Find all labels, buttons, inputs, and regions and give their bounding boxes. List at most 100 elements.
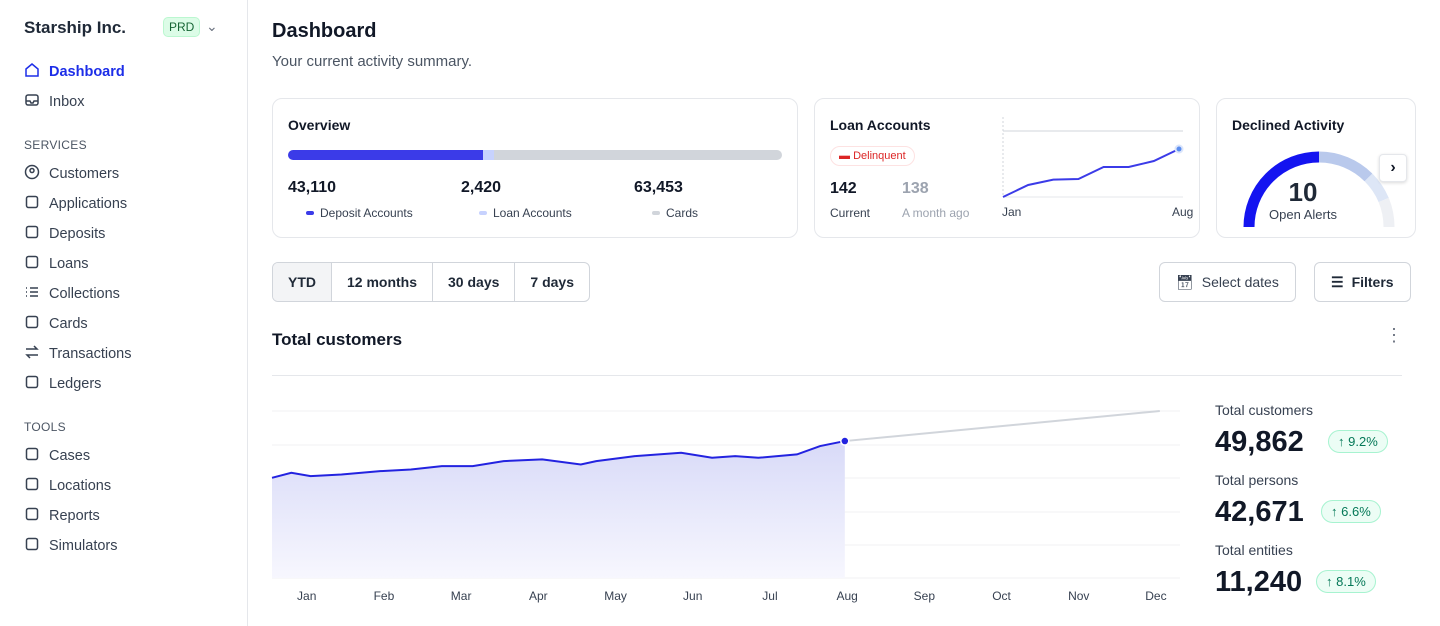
declined-title: Declined Activity — [1232, 117, 1345, 133]
change-value: 9.2% — [1348, 434, 1378, 449]
sidebar-item-loans[interactable]: Loans — [24, 254, 89, 274]
sidebar-item-deposits[interactable]: Deposits — [24, 224, 105, 244]
x-tick-label: Feb — [373, 589, 395, 603]
folder-icon — [24, 254, 40, 274]
services-heading: SERVICES — [24, 138, 87, 152]
declined-activity-card: Declined Activity 10 Open Alerts › — [1216, 98, 1416, 238]
x-tick-label: Oct — [992, 589, 1011, 603]
overview-bar — [288, 150, 782, 160]
sidebar-item-label: Inbox — [49, 94, 85, 110]
filters-button[interactable]: ☰ Filters — [1314, 262, 1411, 302]
more-options-icon[interactable]: ⋮ — [1385, 325, 1403, 345]
projection-line — [844, 410, 1160, 443]
alerts-gauge — [1243, 151, 1395, 228]
loan-trend-chart — [1002, 117, 1184, 198]
stat-value: 42,671 — [1215, 496, 1304, 528]
change-value: 8.1% — [1336, 574, 1366, 589]
legend-swatch — [479, 211, 487, 215]
sidebar-item-label: Applications — [49, 196, 128, 212]
page-title: Dashboard — [272, 20, 377, 42]
credit-card-icon — [24, 314, 40, 334]
overview-value: 43,110 — [288, 179, 337, 196]
sidebar-item-cards[interactable]: Cards — [24, 314, 88, 334]
inbox-icon — [24, 92, 40, 112]
x-tick-label: Sep — [913, 589, 936, 603]
sidebar-item-dashboard[interactable]: Dashboard — [24, 62, 125, 82]
stat-label: Total entities — [1215, 542, 1293, 558]
page-subtitle: Your current activity summary. — [272, 53, 473, 70]
sidebar-item-collections[interactable]: Collections — [24, 284, 120, 304]
arrow-up-icon: ↑ — [1331, 504, 1342, 519]
range-ytd[interactable]: YTD — [273, 263, 332, 301]
legend-label: Loan Accounts — [493, 206, 572, 220]
loan-trend-endpoint — [1174, 144, 1184, 154]
loan-x-end: Aug — [1172, 205, 1194, 219]
change-badge: ↑ 9.2% — [1328, 430, 1388, 453]
sidebar-item-label: Dashboard — [49, 64, 125, 80]
sidebar-item-ledgers[interactable]: Ledgers — [24, 374, 101, 394]
filter-icon: ☰ — [1331, 273, 1344, 290]
current-point — [840, 436, 850, 446]
calculator-icon — [24, 536, 40, 556]
range-12-months[interactable]: 12 months — [332, 263, 434, 301]
stat-label: Total customers — [1215, 402, 1314, 418]
badge-label: Delinquent — [853, 150, 906, 162]
select-dates-label: Select dates — [1201, 274, 1279, 290]
next-button[interactable]: › — [1379, 154, 1407, 182]
actual-line — [271, 440, 846, 479]
gauge-segment-alerts — [1243, 151, 1320, 228]
x-tick-label: Nov — [1068, 589, 1090, 603]
sidebar-item-locations[interactable]: Locations — [24, 476, 111, 496]
calendar-icon: 📅︎ — [1176, 273, 1194, 290]
alerts-label: Open Alerts — [1269, 207, 1337, 222]
sidebar-item-inbox[interactable]: Inbox — [24, 92, 84, 112]
area-fill — [272, 441, 845, 578]
x-tick-label: Apr — [528, 589, 548, 603]
overview-bar-segment — [494, 150, 782, 160]
sidebar-item-cases[interactable]: Cases — [24, 446, 90, 466]
x-tick-label: Dec — [1145, 589, 1167, 603]
overview-card: Overview 43,110 Deposit Accounts 2,420 Loan… — [272, 98, 798, 238]
change-badge: ↑ 6.6% — [1321, 500, 1381, 523]
wallet-icon — [24, 224, 40, 244]
sidebar-item-transactions[interactable]: Transactions — [24, 344, 131, 364]
sidebar-item-label: Customers — [49, 166, 120, 182]
customers-chart — [271, 410, 1180, 579]
tools-heading: TOOLS — [24, 420, 66, 434]
sidebar-item-customers[interactable]: Customers — [24, 164, 119, 184]
select-dates-button[interactable]: 📅︎ Select dates — [1159, 262, 1296, 302]
stat-value: 49,862 — [1215, 426, 1304, 458]
alerts-value: 10 — [1288, 177, 1318, 207]
overview-bar-segment — [288, 150, 484, 160]
sidebar-item-label: Cases — [49, 448, 91, 464]
chevron-down-icon[interactable]: ⌄ — [206, 18, 218, 34]
home-icon — [24, 62, 40, 82]
divider — [272, 375, 1402, 376]
sidebar-item-label: Reports — [49, 508, 100, 524]
x-tick-label: Aug — [836, 589, 858, 603]
overview-legend-item: Loan Accounts — [479, 206, 572, 220]
org-name[interactable]: Starship Inc. — [24, 18, 127, 37]
range-selector: YTD 12 months 30 days 7 days — [272, 262, 590, 302]
chart-title: Total customers — [272, 330, 403, 349]
sidebar-item-simulators[interactable]: Simulators — [24, 536, 118, 556]
filters-label: Filters — [1351, 274, 1394, 290]
range-30-days[interactable]: 30 days — [433, 263, 516, 301]
sidebar: Starship Inc. PRD ⌄ Dashboard Inbox SERVIC… — [0, 0, 248, 626]
user-circle-icon — [24, 164, 40, 184]
sidebar-item-label: Transactions — [49, 346, 132, 362]
loan-trend-line — [1002, 148, 1180, 198]
sidebar-item-reports[interactable]: Reports — [24, 506, 100, 526]
range-7-days[interactable]: 7 days — [530, 274, 574, 290]
sidebar-item-label: Locations — [49, 478, 112, 494]
minus-icon: ▬ — [839, 150, 854, 162]
x-tick-label: Jul — [762, 589, 778, 603]
legend-label: Deposit Accounts — [320, 206, 413, 220]
previous-label: A month ago — [902, 206, 970, 220]
x-tick-label: Jan — [297, 589, 317, 603]
overview-bar-segment — [483, 150, 495, 160]
overview-value: 63,453 — [634, 179, 683, 196]
sidebar-item-label: Deposits — [49, 226, 106, 242]
sidebar-item-applications[interactable]: Applications — [24, 194, 127, 214]
x-tick-label: Jun — [683, 589, 703, 603]
